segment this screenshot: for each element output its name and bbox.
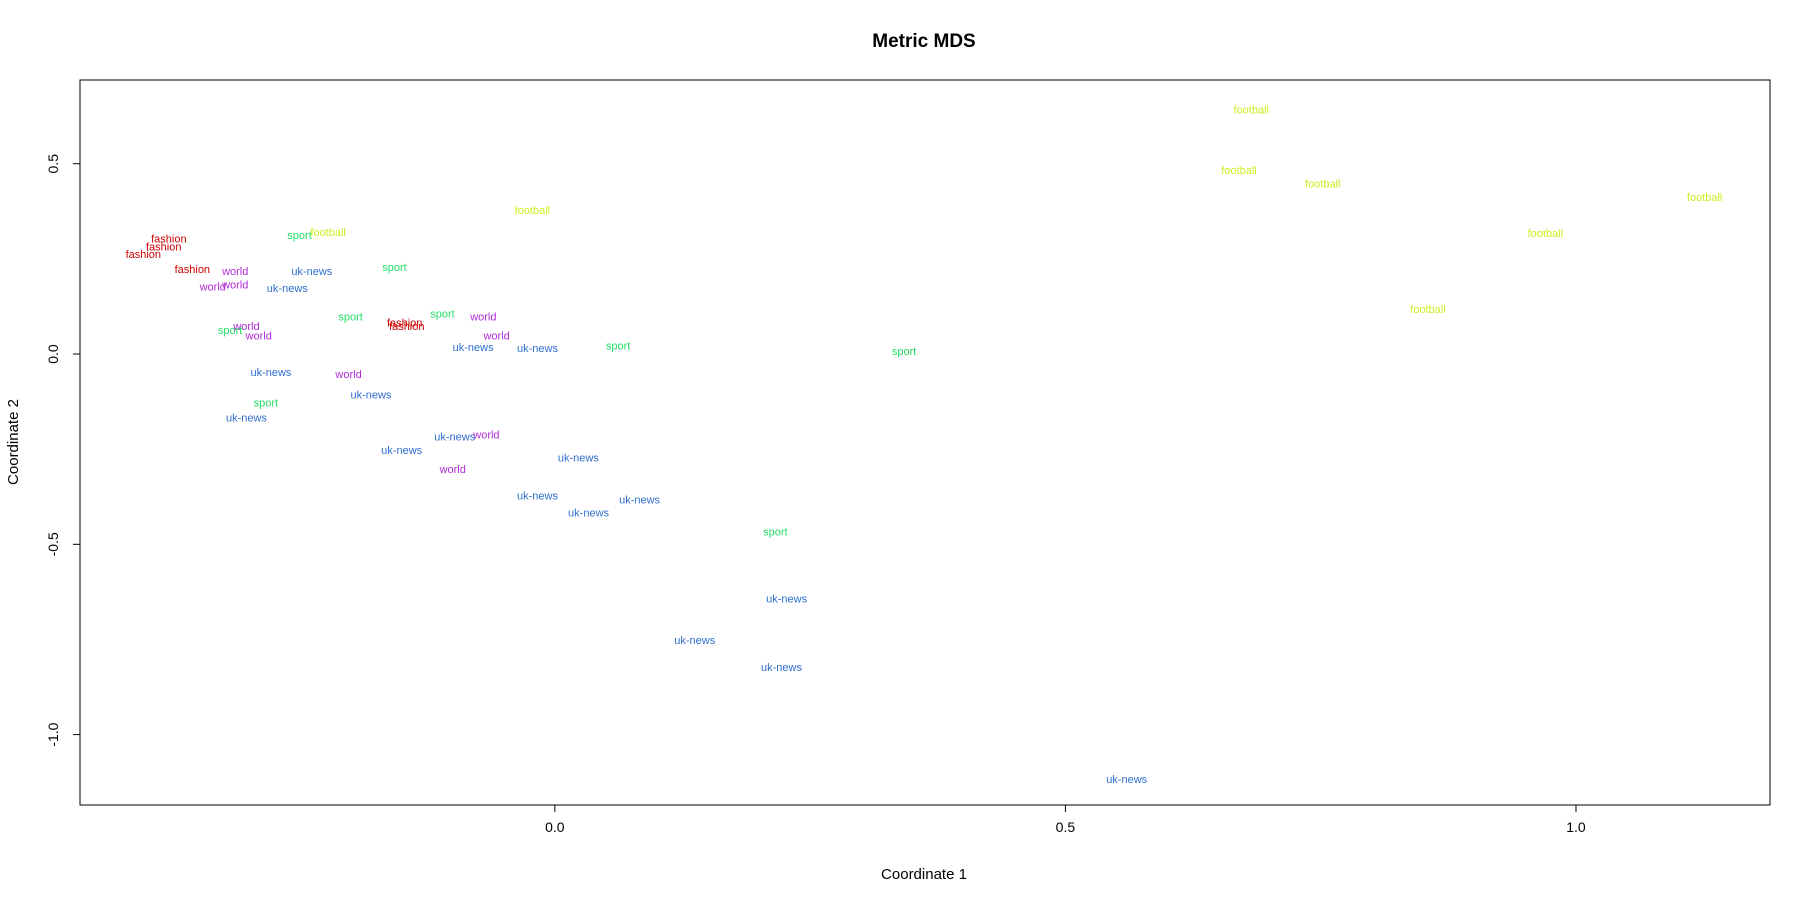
point-label-fashion: fashion [175, 264, 210, 276]
point-label-football: football [1234, 104, 1269, 116]
point-label-fashion: fashion [389, 321, 424, 333]
point-label-uk-news: uk-news [558, 453, 599, 465]
point-label-uk-news: uk-news [351, 390, 392, 402]
point-label-fashion: fashion [126, 249, 161, 261]
point-label-football: football [310, 227, 345, 239]
point-label-sport: sport [218, 325, 242, 337]
point-label-world: world [199, 281, 226, 293]
point-label-football: football [1221, 165, 1256, 177]
point-label-football: football [1528, 228, 1563, 240]
point-label-uk-news: uk-news [434, 432, 475, 444]
point-label-sport: sport [892, 346, 916, 358]
point-label-sport: sport [338, 312, 362, 324]
point-label-football: football [515, 205, 550, 217]
point-label-sport: sport [287, 230, 311, 242]
point-label-uk-news: uk-news [517, 491, 558, 503]
point-label-world: world [232, 321, 259, 333]
point-label-uk-news: uk-news [517, 343, 558, 355]
point-label-world: world [334, 369, 361, 381]
x-tick-label: 0.5 [1056, 819, 1076, 835]
y-tick-label: 0.0 [45, 344, 61, 364]
point-label-uk-news: uk-news [619, 494, 660, 506]
point-label-sport: sport [254, 397, 278, 409]
x-axis: 0.0 0.5 1.0 [545, 805, 1586, 835]
point-label-world: world [221, 266, 248, 278]
point-label-sport: sport [382, 262, 406, 274]
x-axis-label: Coordinate 1 [881, 866, 967, 883]
point-label-world: world [221, 279, 248, 291]
point-label-uk-news: uk-news [226, 413, 267, 425]
x-tick-label: 1.0 [1566, 819, 1586, 835]
point-label-uk-news: uk-news [1106, 774, 1147, 786]
point-label-uk-news: uk-news [568, 508, 609, 520]
point-label-uk-news: uk-news [453, 342, 494, 354]
point-label-world: world [472, 430, 499, 442]
point-label-uk-news: uk-news [267, 283, 308, 295]
y-tick-label: 0.5 [45, 154, 61, 174]
point-label-world: world [469, 312, 496, 324]
point-label-uk-news: uk-news [291, 266, 332, 278]
point-label-fashion: fashion [387, 317, 422, 329]
point-label-world: world [439, 464, 466, 476]
point-label-uk-news: uk-news [674, 635, 715, 647]
point-label-sport: sport [763, 527, 787, 539]
point-label-fashion: fashion [151, 234, 186, 246]
point-label-sport: sport [430, 309, 454, 321]
x-tick-label: 0.0 [545, 819, 565, 835]
point-label-uk-news: uk-news [250, 367, 291, 379]
point-label-uk-news: uk-news [766, 593, 807, 605]
point-label-fashion: fashion [146, 241, 181, 253]
point-label-uk-news: uk-news [381, 445, 422, 457]
y-tick-label: -0.5 [45, 532, 61, 556]
point-label-sport: sport [606, 340, 630, 352]
point-labels: fashionfashionfashionfashionfashionfashi… [126, 104, 1723, 786]
y-axis-label: Coordinate 2 [5, 399, 22, 485]
chart-title: Metric MDS [872, 31, 975, 52]
point-label-football: football [1687, 192, 1722, 204]
y-axis: -1.0 -0.5 0.0 0.5 [45, 154, 80, 747]
point-label-football: football [1410, 304, 1445, 316]
point-label-football: football [1305, 179, 1340, 191]
point-label-world: world [482, 331, 509, 343]
y-tick-label: -1.0 [45, 722, 61, 746]
point-label-world: world [245, 331, 272, 343]
point-label-uk-news: uk-news [761, 662, 802, 674]
plot-frame [79, 79, 1771, 806]
